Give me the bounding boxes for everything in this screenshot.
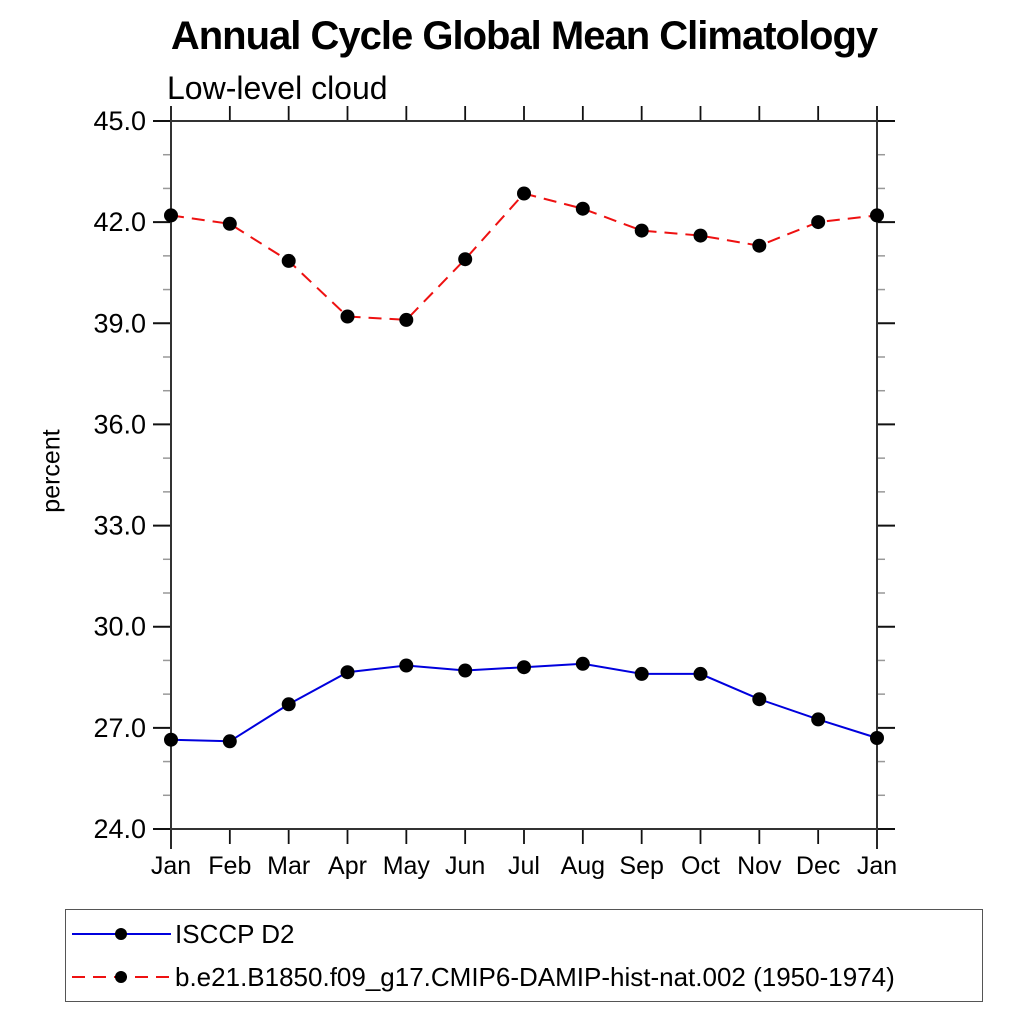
y-tick-label: 42.0 — [93, 207, 146, 237]
x-tick-label: Jan — [151, 852, 191, 880]
data-point-marker — [222, 216, 237, 231]
x-axis-ticks — [170, 106, 878, 849]
data-point-marker — [340, 665, 355, 680]
data-point-marker — [517, 186, 531, 201]
x-tick-label: Oct — [681, 852, 720, 880]
plot-frame — [170, 120, 878, 830]
x-tick-label: Jun — [445, 852, 485, 880]
data-point-marker — [575, 201, 590, 216]
data-point-marker — [811, 215, 826, 230]
legend-marker-dot — [115, 927, 127, 940]
x-tick-label: Jul — [508, 852, 540, 880]
x-axis-tick-labels: Jan Feb Mar Apr May Jun Jul Aug Sep Oct Nov Dec Jan — [151, 852, 897, 880]
data-point-marker — [281, 697, 296, 712]
legend-item-isccp-d2: ISCCP D2 — [66, 914, 982, 954]
data-point-marker — [281, 253, 296, 268]
chart-subtitle: Low-level cloud — [167, 70, 388, 106]
data-point-marker — [870, 208, 884, 223]
legend-item-model-run: b.e21.B1850.f09_g17.CMIP6-DAMIP-hist-nat… — [66, 957, 982, 997]
data-point-marker — [634, 666, 649, 681]
y-axis-major-ticks — [153, 120, 895, 830]
data-point-marker — [517, 660, 531, 675]
y-tick-label: 36.0 — [93, 409, 146, 439]
legend-line-solid-icon — [72, 927, 171, 940]
legend-label: ISCCP D2 — [175, 918, 295, 949]
y-tick-label: 33.0 — [93, 511, 146, 541]
data-point-marker — [693, 666, 708, 681]
x-tick-label: Nov — [737, 852, 782, 880]
legend: ISCCP D2 b.e21.B1850.f09_g17.CMIP6-DAMIP… — [65, 909, 983, 1002]
y-tick-label: 24.0 — [93, 814, 146, 844]
series-line-0 — [170, 662, 878, 743]
data-point-marker — [752, 692, 767, 707]
y-tick-label: 30.0 — [93, 612, 146, 642]
x-tick-label: Apr — [328, 852, 367, 880]
series-markers-1 — [164, 186, 884, 327]
data-point-marker — [870, 731, 884, 745]
data-point-marker — [811, 712, 826, 727]
data-point-marker — [458, 252, 473, 267]
series-markers-0 — [164, 656, 884, 749]
x-tick-label: Feb — [208, 852, 251, 880]
x-tick-label: Mar — [267, 852, 310, 880]
data-point-marker — [634, 223, 649, 238]
data-point-marker — [164, 208, 178, 223]
x-tick-label: Sep — [619, 852, 663, 880]
data-point-marker — [399, 658, 414, 673]
data-point-marker — [693, 228, 708, 243]
legend-line-dashed-icon — [72, 971, 171, 984]
y-tick-label: 39.0 — [93, 308, 146, 338]
data-point-marker — [575, 656, 590, 671]
series-line-1 — [170, 192, 878, 321]
y-axis-tick-labels: 24.0 27.0 30.0 33.0 36.0 39.0 42.0 45.0 — [93, 106, 146, 844]
x-tick-label: Dec — [796, 852, 840, 880]
x-tick-label: May — [383, 852, 431, 880]
y-axis-minor-ticks — [163, 153, 885, 797]
y-tick-label: 45.0 — [93, 106, 146, 136]
x-tick-label: Aug — [561, 852, 605, 880]
x-tick-label: Jan — [857, 852, 897, 880]
chart-title: Annual Cycle Global Mean Climatology — [170, 14, 878, 58]
data-point-marker — [340, 309, 355, 324]
data-point-marker — [399, 312, 414, 327]
legend-label: b.e21.B1850.f09_g17.CMIP6-DAMIP-hist-nat… — [175, 962, 895, 993]
y-tick-label: 27.0 — [93, 713, 146, 743]
data-point-marker — [752, 238, 767, 253]
data-point-marker — [164, 732, 178, 747]
data-point-marker — [222, 734, 237, 749]
legend-marker-dot — [115, 971, 127, 984]
data-point-marker — [458, 663, 473, 678]
